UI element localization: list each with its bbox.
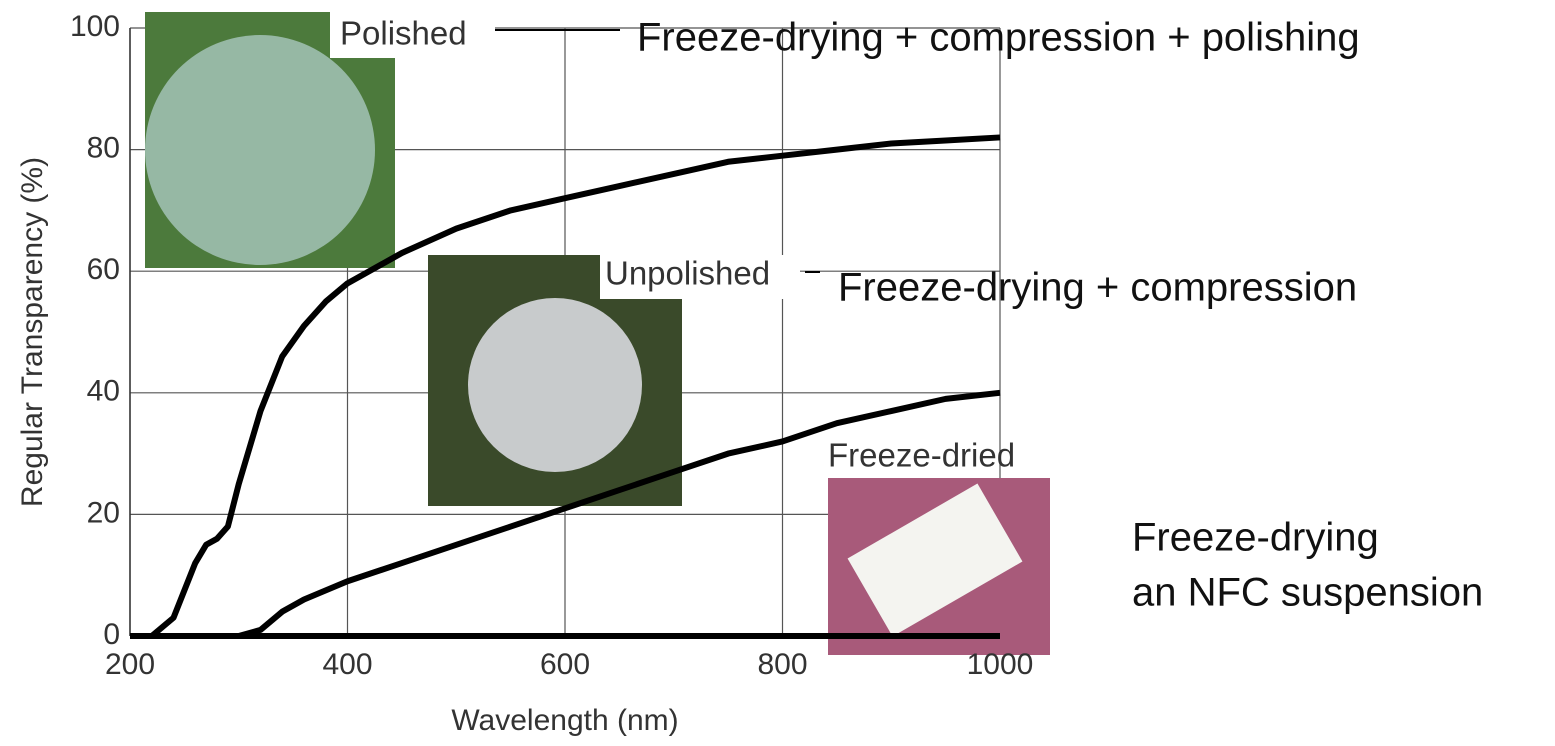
y-tick-label: 100 [70, 10, 120, 43]
photo-label: Polished [340, 15, 467, 52]
annotation: Freeze-drying + compression + polishing [637, 16, 1360, 60]
y-tick-label: 40 [87, 375, 120, 408]
x-tick-label: 600 [540, 648, 590, 681]
x-tick-label: 400 [322, 648, 372, 681]
y-axis-label: Regular Transparency (%) [16, 157, 49, 507]
chart: Polished Unpolished Freeze-dried Freeze-… [0, 0, 1555, 746]
x-tick-label: 800 [757, 648, 807, 681]
y-tick-label: 0 [103, 618, 120, 651]
photo-film [145, 35, 375, 265]
annotation: Freeze-drying + compression [838, 266, 1357, 310]
x-axis-label: Wavelength (nm) [451, 704, 678, 737]
x-tick-label: 200 [105, 648, 155, 681]
annotation: Freeze-drying [1132, 516, 1379, 560]
annotation: an NFC suspension [1132, 571, 1483, 615]
photo-label: Freeze-dried [828, 437, 1015, 474]
y-tick-label: 80 [87, 132, 120, 165]
y-tick-label: 20 [87, 496, 120, 529]
photo-label: Unpolished [605, 255, 770, 292]
x-tick-label: 1000 [967, 648, 1034, 681]
y-tick-label: 60 [87, 253, 120, 286]
photo-film [468, 298, 642, 472]
